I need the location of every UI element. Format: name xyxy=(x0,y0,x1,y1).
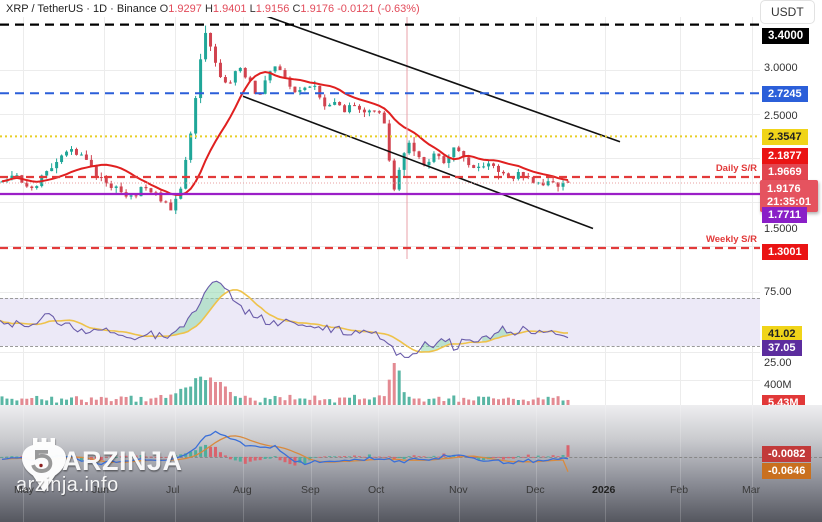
svg-text:Daily S/R: Daily S/R xyxy=(716,163,757,174)
svg-text:Weekly S/R: Weekly S/R xyxy=(706,234,757,245)
